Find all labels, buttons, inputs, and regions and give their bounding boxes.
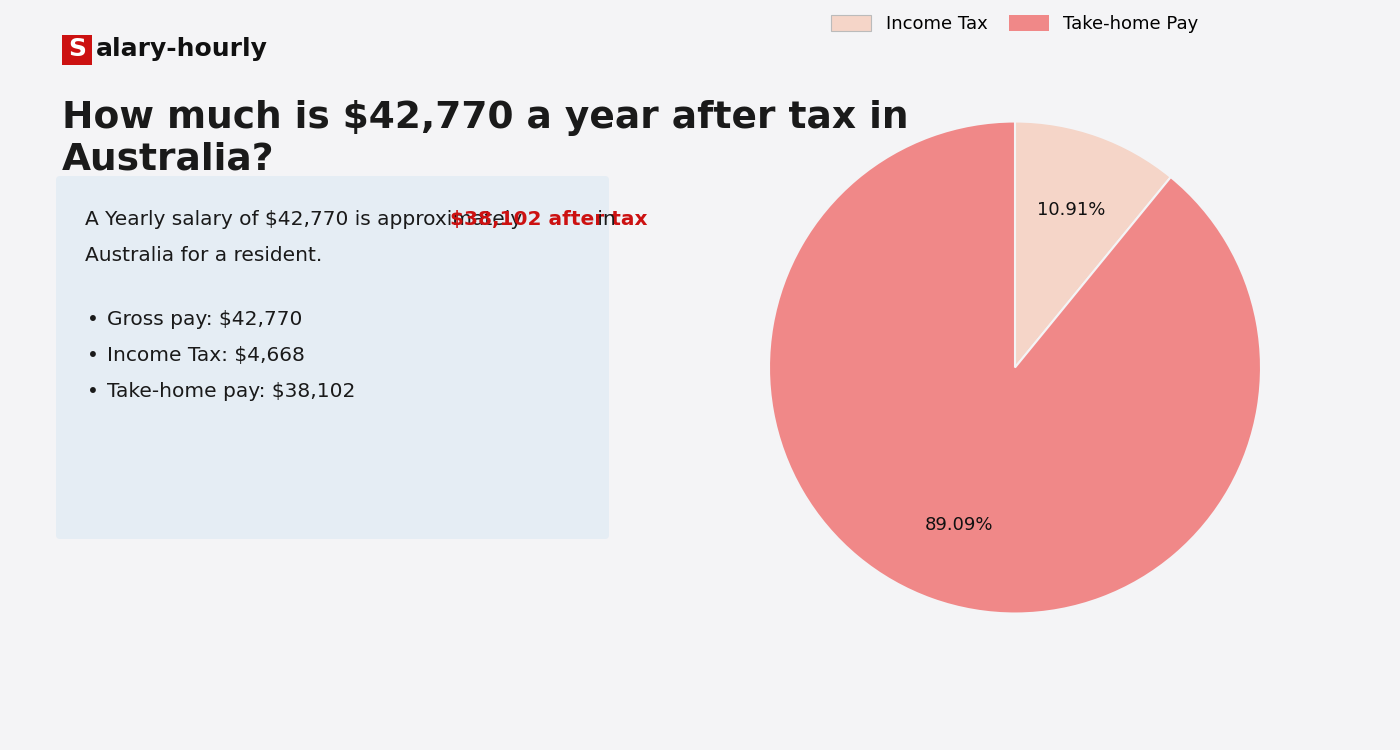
Text: S: S: [69, 37, 85, 61]
FancyBboxPatch shape: [56, 176, 609, 539]
Text: 89.09%: 89.09%: [924, 516, 993, 534]
Text: Take-home pay: $38,102: Take-home pay: $38,102: [106, 382, 356, 401]
Legend: Income Tax, Take-home Pay: Income Tax, Take-home Pay: [825, 8, 1205, 40]
Text: A Yearly salary of $42,770 is approximately: A Yearly salary of $42,770 is approximat…: [85, 210, 529, 229]
Text: How much is $42,770 a year after tax in: How much is $42,770 a year after tax in: [62, 100, 909, 136]
Text: Income Tax: $4,668: Income Tax: $4,668: [106, 346, 305, 365]
Text: Australia for a resident.: Australia for a resident.: [85, 246, 322, 265]
Wedge shape: [769, 122, 1261, 614]
Text: Australia?: Australia?: [62, 142, 274, 178]
Text: •: •: [87, 310, 99, 329]
FancyBboxPatch shape: [62, 35, 92, 65]
Text: Gross pay: $42,770: Gross pay: $42,770: [106, 310, 302, 329]
Text: $38,102 after tax: $38,102 after tax: [451, 210, 648, 229]
Text: in: in: [591, 210, 616, 229]
Text: •: •: [87, 346, 99, 365]
Text: •: •: [87, 382, 99, 401]
Text: alary-hourly: alary-hourly: [97, 37, 267, 61]
Wedge shape: [1015, 122, 1170, 368]
Text: 10.91%: 10.91%: [1037, 201, 1106, 219]
